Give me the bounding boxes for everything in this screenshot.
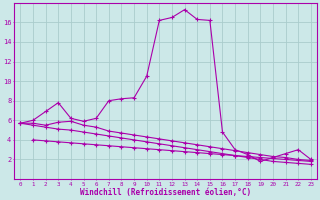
X-axis label: Windchill (Refroidissement éolien,°C): Windchill (Refroidissement éolien,°C)	[80, 188, 251, 197]
